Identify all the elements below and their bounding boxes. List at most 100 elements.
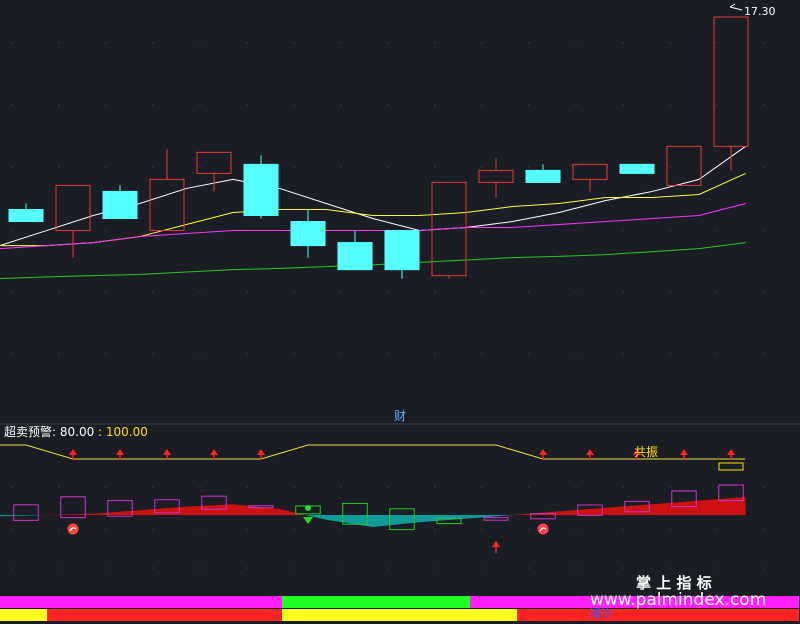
grid-dot bbox=[716, 486, 718, 488]
candle-body bbox=[337, 242, 373, 271]
grid-dot bbox=[575, 166, 577, 168]
candle-body bbox=[290, 221, 326, 247]
grid-dot bbox=[575, 486, 577, 488]
grid-dot bbox=[669, 42, 671, 44]
grid-dot bbox=[669, 353, 671, 355]
grid-dot bbox=[387, 42, 389, 44]
grid-dot bbox=[575, 104, 577, 106]
indicator-box bbox=[342, 502, 368, 525]
grid-dot bbox=[622, 486, 624, 488]
up-arrow-head bbox=[727, 449, 735, 455]
grid-dot bbox=[152, 567, 154, 569]
grid-dot bbox=[293, 486, 295, 488]
grid-dot bbox=[763, 166, 765, 168]
grid-dot bbox=[434, 567, 436, 569]
grid-dot bbox=[669, 104, 671, 106]
grid-dot bbox=[763, 486, 765, 488]
grid-dot bbox=[481, 529, 483, 531]
small-up-arrow-icon bbox=[492, 541, 500, 547]
grid-dot bbox=[340, 291, 342, 293]
up-arrow-head bbox=[633, 449, 641, 455]
indicator-title-value: 80.00 bbox=[60, 425, 94, 439]
grid-dot bbox=[575, 567, 577, 569]
grid-dot bbox=[622, 229, 624, 231]
watermark-url: www.palmindex.com bbox=[590, 590, 766, 610]
grid-dot bbox=[575, 529, 577, 531]
grid-dot bbox=[293, 104, 295, 106]
grid-dot bbox=[199, 42, 201, 44]
indicator-box bbox=[154, 499, 180, 514]
up-arrow-icon bbox=[539, 449, 547, 460]
up-arrow-head bbox=[257, 449, 265, 455]
bottom-bar-segment bbox=[0, 609, 47, 621]
grid-dot bbox=[434, 104, 436, 106]
histogram-positive bbox=[0, 497, 746, 515]
candle-body bbox=[243, 163, 279, 217]
grid-dot bbox=[763, 529, 765, 531]
indicator-box bbox=[107, 500, 133, 517]
grid-dot bbox=[669, 166, 671, 168]
grid-dot bbox=[199, 229, 201, 231]
bottom-bar-segment bbox=[47, 609, 282, 621]
grid-dot bbox=[763, 567, 765, 569]
grid-dot bbox=[434, 166, 436, 168]
grid-dot bbox=[293, 291, 295, 293]
grid-dot bbox=[105, 104, 107, 106]
grid-dot bbox=[11, 166, 13, 168]
candle-body bbox=[666, 145, 702, 186]
grid-dot bbox=[528, 529, 530, 531]
up-arrow-head bbox=[163, 449, 171, 455]
down-arrow-dot bbox=[305, 505, 311, 511]
grid-dot bbox=[199, 353, 201, 355]
grid-dot bbox=[58, 353, 60, 355]
grid-dot bbox=[105, 353, 107, 355]
indicator-title-label: 超卖预警 bbox=[4, 424, 52, 439]
up-arrow-icon bbox=[586, 449, 594, 460]
up-arrow-icon bbox=[69, 449, 77, 460]
grid-dot bbox=[716, 353, 718, 355]
signal-dot-icon bbox=[537, 523, 549, 535]
grid-dot bbox=[575, 353, 577, 355]
candle-body bbox=[149, 178, 185, 232]
candles[interactable] bbox=[8, 3, 749, 279]
grid-dot bbox=[340, 486, 342, 488]
candle-body bbox=[431, 181, 467, 277]
grid-dot bbox=[152, 42, 154, 44]
up-arrow-icon bbox=[633, 449, 641, 460]
grid-dot bbox=[387, 104, 389, 106]
indicator-value2: 100.00 bbox=[106, 425, 148, 439]
grid-dot bbox=[11, 104, 13, 106]
candle-body bbox=[619, 163, 655, 174]
grid-dot bbox=[11, 353, 13, 355]
grid-dot bbox=[340, 104, 342, 106]
grid-dot bbox=[199, 166, 201, 168]
grid-dot bbox=[152, 353, 154, 355]
bottom-bars bbox=[0, 596, 799, 621]
grid-dot bbox=[105, 486, 107, 488]
signal-dot-mark bbox=[539, 527, 547, 532]
price-high-label: 17.30 bbox=[744, 5, 776, 18]
up-arrow-head bbox=[69, 449, 77, 455]
grid bbox=[11, 42, 765, 569]
grid-dot bbox=[340, 529, 342, 531]
grid-dot bbox=[481, 42, 483, 44]
indicator-box bbox=[248, 505, 274, 509]
resonance-label: 共振 bbox=[634, 445, 658, 459]
up-arrow-icon bbox=[163, 449, 171, 460]
finance-tag[interactable]: 财 bbox=[394, 409, 406, 423]
grid-dot bbox=[11, 567, 13, 569]
grid-dot bbox=[199, 529, 201, 531]
grid-dot bbox=[340, 567, 342, 569]
indicator-box bbox=[624, 500, 650, 513]
grid-dot bbox=[152, 291, 154, 293]
grid-dot bbox=[199, 291, 201, 293]
down-arrow-icon bbox=[303, 517, 313, 524]
grid-dot bbox=[105, 567, 107, 569]
candle-body bbox=[55, 184, 91, 232]
up-arrow-head bbox=[586, 449, 594, 455]
grid-dot bbox=[481, 353, 483, 355]
grid-dot bbox=[11, 229, 13, 231]
grid-dot bbox=[293, 42, 295, 44]
grid-dot bbox=[105, 529, 107, 531]
indicator-title: 超卖预警: 80.00 : 100.00 bbox=[4, 424, 148, 439]
